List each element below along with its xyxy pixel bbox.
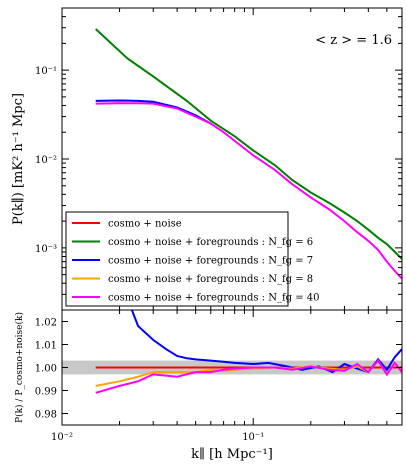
top-y-axis-label: P(k∥) [mK² h⁻¹ Mpc] — [11, 93, 26, 225]
bottom-y-tick-label: 0.98 — [35, 410, 57, 421]
redshift-annotation: < z > = 1.6 — [315, 33, 392, 48]
top-series-line-1 — [95, 28, 402, 260]
bottom-ticks: 0.98 0.99 1.00 1.01 1.02 10⁻² 10⁻¹ — [35, 310, 402, 443]
bottom-y-tick-label: 1.02 — [35, 318, 57, 329]
legend-label-3: cosmo + noise + foregrounds : N_fg = 8 — [108, 274, 313, 285]
bottom-panel: 0.98 0.99 1.00 1.01 1.02 10⁻² 10⁻¹ P(k) / P_co… — [14, 309, 403, 462]
legend-label-1: cosmo + noise + foregrounds : N_fg = 6 — [108, 237, 313, 248]
top-series-line-4 — [95, 102, 402, 280]
bottom-y-axis-label: P(k) / P_cosmo+noise(k) — [14, 312, 25, 423]
legend-label-2: cosmo + noise + foregrounds : N_fg = 7 — [108, 256, 313, 267]
top-panel: 10⁻³ 10⁻² 10⁻¹ < z > = 1.6 P(k∥) [mK² h⁻¹ … — [11, 7, 403, 311]
legend-box — [65, 211, 289, 307]
top-y-tick-label: 10⁻² — [35, 155, 57, 166]
bottom-series-line-3 — [95, 358, 402, 394]
top-data-lines — [95, 28, 402, 280]
bottom-y-tick-label: 1.00 — [35, 364, 57, 375]
bottom-y-tick-label: 1.01 — [35, 341, 57, 352]
x-axis-label: k∥ [h Mpc⁻¹] — [191, 447, 273, 462]
top-y-tick-label: 10⁻³ — [35, 244, 57, 255]
legend-label-4: cosmo + noise + foregrounds : N_fg = 40 — [108, 293, 320, 304]
bottom-data-lines — [62, 310, 402, 394]
x-tick-label: 10⁻¹ — [242, 432, 264, 443]
x-tick-label: 10⁻² — [51, 432, 73, 443]
bottom-y-tick-label: 0.99 — [35, 387, 57, 398]
top-series-line-2 — [95, 99, 212, 125]
top-ticks: 10⁻³ 10⁻² 10⁻¹ — [35, 7, 402, 311]
top-y-tick-label: 10⁻¹ — [35, 66, 57, 77]
legend: cosmo + noise cosmo + noise + foregrounds… — [65, 211, 320, 307]
legend-label-0: cosmo + noise — [108, 219, 182, 230]
